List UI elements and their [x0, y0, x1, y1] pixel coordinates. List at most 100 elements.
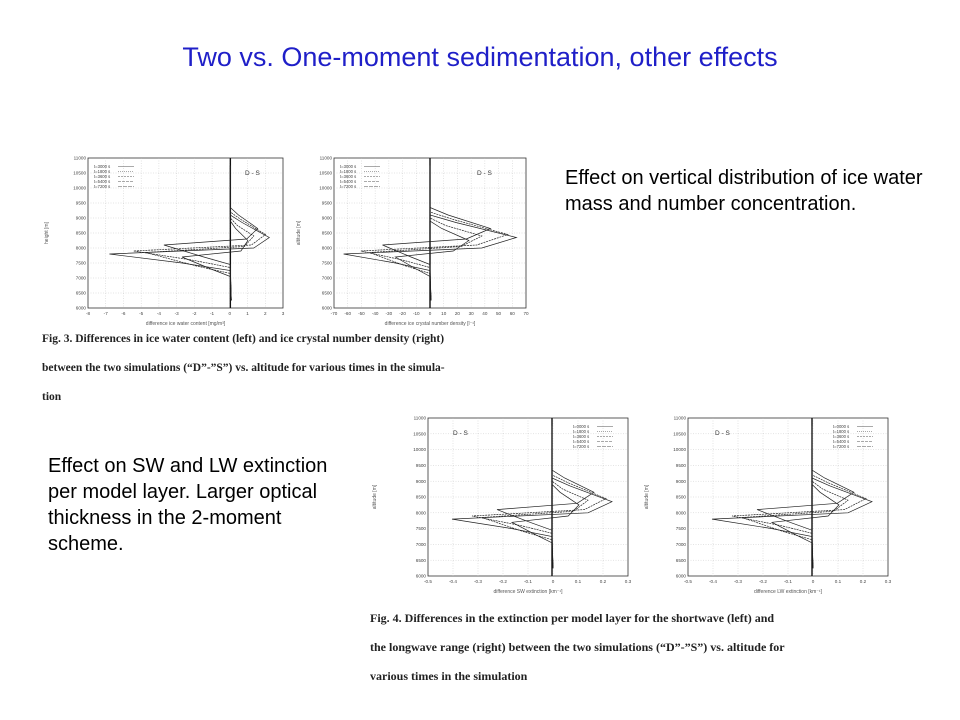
y-tick-label: 6000 — [322, 306, 333, 311]
x-tick-label: -60 — [344, 311, 351, 316]
profile-curve — [731, 425, 867, 569]
y-tick-label: 11000 — [674, 416, 687, 421]
y-tick-label: 8000 — [416, 510, 427, 515]
profile-curve — [741, 425, 849, 569]
y-axis-label: altitude [m] — [296, 220, 302, 245]
y-tick-label: 7000 — [322, 276, 333, 281]
y-tick-label: 9500 — [676, 463, 687, 468]
x-tick-label: -40 — [372, 311, 379, 316]
y-tick-label: 6500 — [676, 558, 687, 563]
y-tick-label: 10000 — [673, 447, 686, 452]
panel-tag: D - S — [245, 170, 260, 177]
y-tick-label: 10500 — [413, 431, 426, 436]
y-tick-label: 10500 — [673, 431, 686, 436]
y-axis-label: altitude [m] — [372, 484, 378, 509]
legend-entry: t=3600 s — [573, 434, 589, 439]
x-tick-label: -10 — [413, 311, 420, 316]
x-tick-label: -8 — [86, 311, 91, 316]
x-tick-label: 0 — [552, 579, 555, 584]
legend-entry: t=3600 s — [833, 434, 849, 439]
y-tick-label: 7000 — [416, 542, 427, 547]
legend-entry: t=0000 s — [833, 424, 849, 429]
fig3-plot-right-svg: altitude [m] difference ice crystal numbe… — [296, 156, 529, 327]
x-axis-label: difference LW extinction [km⁻¹] — [754, 589, 823, 595]
legend-entry: t=7200 s — [573, 444, 589, 449]
y-tick-label: 9500 — [322, 201, 333, 206]
profile-curve — [770, 425, 840, 569]
x-tick-label: 0.3 — [625, 579, 632, 584]
profile-curve — [343, 165, 518, 301]
y-tick-label: 9000 — [322, 216, 333, 221]
profile-curve — [181, 165, 249, 301]
x-tick-label: -1 — [210, 311, 215, 316]
fig4-plot-left: altitude [m] difference SW extinction [km… — [368, 410, 643, 595]
legend-entry: t=3600 s — [340, 174, 356, 179]
profile-curve — [145, 165, 255, 301]
fig3-plot-right: altitude [m] difference ice crystal numbe… — [292, 150, 537, 332]
description-bottom: Effect on SW and LW extinction per model… — [48, 455, 328, 555]
x-tick-label: -3 — [175, 311, 180, 316]
legend-entry: t=5400 s — [833, 439, 849, 444]
profile-curve — [369, 165, 483, 301]
y-tick-label: 9000 — [416, 479, 427, 484]
y-tick-label: 10500 — [319, 171, 332, 176]
x-tick-label: 10 — [441, 311, 447, 316]
x-tick-label: 0 — [812, 579, 815, 584]
y-tick-label: 10000 — [413, 447, 426, 452]
x-tick-label: 30 — [469, 311, 475, 316]
y-axis-label: height [m] — [44, 221, 50, 244]
legend-entry: t=5400 s — [94, 179, 110, 184]
y-tick-label: 7500 — [416, 526, 427, 531]
y-tick-label: 7000 — [676, 542, 687, 547]
legend-entry: t=3000 s — [340, 164, 356, 169]
y-tick-label: 6500 — [76, 291, 87, 296]
fig3-caption: Fig. 3. Differences in ice water content… — [42, 325, 542, 412]
y-axis-label: altitude [m] — [644, 484, 650, 509]
x-tick-label: -0.3 — [474, 579, 482, 584]
y-tick-label: 7500 — [322, 261, 333, 266]
y-tick-label: 8500 — [76, 231, 87, 236]
y-tick-label: 8000 — [76, 246, 87, 251]
x-tick-label: -0.2 — [759, 579, 767, 584]
panel-tag: D - S — [477, 170, 492, 177]
x-tick-label: -30 — [386, 311, 393, 316]
x-tick-label: 60 — [510, 311, 516, 316]
x-tick-label: 70 — [523, 311, 529, 316]
panel-tag: D - S — [715, 430, 730, 437]
x-tick-label: 0.1 — [835, 579, 842, 584]
x-tick-label: -7 — [104, 311, 109, 316]
y-tick-label: 9000 — [76, 216, 87, 221]
y-tick-label: 6000 — [76, 306, 87, 311]
y-tick-label: 7500 — [76, 261, 87, 266]
fig4-caption-line: the longwave range (right) between the t… — [370, 640, 785, 654]
x-tick-label: 0.3 — [885, 579, 892, 584]
fig4-caption-line: various times in the simulation — [370, 669, 528, 683]
legend-entry: t=1800 s — [94, 169, 110, 174]
y-tick-label: 9500 — [76, 201, 87, 206]
x-tick-label: -4 — [157, 311, 162, 316]
x-tick-label: -0.4 — [709, 579, 717, 584]
fig3-caption-line: between the two simulations (“D”-”S”) vs… — [42, 362, 445, 374]
x-axis-label: difference ice water content [mg/m³] — [146, 321, 226, 327]
legend-entry: t=7200 s — [94, 184, 110, 189]
y-tick-label: 6000 — [416, 574, 427, 579]
profile-curve — [360, 165, 509, 301]
profile-curve — [510, 425, 580, 569]
slide-title: Two vs. One-moment sedimentation, other … — [182, 42, 778, 72]
x-axis-label: difference ice crystal number density [l… — [385, 321, 476, 327]
y-tick-label: 7000 — [76, 276, 87, 281]
x-tick-label: -0.1 — [524, 579, 532, 584]
legend-entry: t=1800 s — [833, 429, 849, 434]
y-tick-label: 6000 — [676, 574, 687, 579]
y-tick-label: 9500 — [416, 463, 427, 468]
x-tick-label: -5 — [139, 311, 144, 316]
y-tick-label: 8000 — [322, 246, 333, 251]
x-tick-label: -0.1 — [784, 579, 792, 584]
y-tick-label: 8500 — [676, 495, 687, 500]
x-tick-label: 3 — [282, 311, 285, 316]
x-tick-label: 50 — [496, 311, 502, 316]
x-tick-label: 0.1 — [575, 579, 582, 584]
panel-tag: D - S — [453, 430, 468, 437]
x-tick-label: 40 — [482, 311, 488, 316]
fig3-plot-left: height [m] difference ice water content [… — [40, 150, 295, 332]
